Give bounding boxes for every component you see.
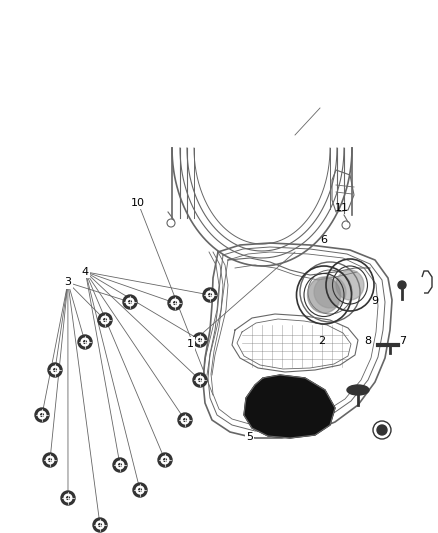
Ellipse shape (347, 385, 369, 395)
Ellipse shape (307, 277, 340, 313)
Ellipse shape (336, 270, 364, 300)
Circle shape (113, 458, 127, 472)
Circle shape (136, 486, 144, 494)
Circle shape (123, 295, 137, 309)
Circle shape (93, 518, 107, 532)
Circle shape (198, 338, 201, 342)
Circle shape (98, 313, 112, 327)
Text: 3: 3 (64, 278, 71, 287)
Circle shape (129, 301, 131, 303)
Circle shape (61, 491, 75, 505)
Circle shape (203, 288, 217, 302)
Polygon shape (244, 375, 335, 438)
Circle shape (53, 369, 57, 372)
Text: 10: 10 (131, 198, 145, 207)
Circle shape (78, 335, 92, 349)
Circle shape (133, 483, 147, 497)
Text: 6: 6 (321, 235, 328, 245)
Circle shape (181, 416, 189, 424)
Circle shape (138, 489, 141, 491)
Circle shape (171, 299, 179, 307)
Circle shape (99, 523, 102, 527)
Circle shape (398, 281, 406, 289)
Circle shape (84, 341, 86, 343)
Text: 9: 9 (371, 296, 378, 306)
Circle shape (49, 458, 51, 462)
Circle shape (104, 319, 106, 321)
Circle shape (48, 363, 62, 377)
Circle shape (116, 461, 124, 469)
Circle shape (119, 464, 121, 466)
Text: 11: 11 (335, 203, 349, 213)
Circle shape (164, 458, 166, 462)
Circle shape (206, 291, 214, 299)
Text: 8: 8 (364, 336, 371, 346)
Circle shape (208, 294, 212, 296)
Circle shape (173, 302, 177, 304)
Circle shape (193, 373, 207, 387)
Circle shape (126, 298, 134, 306)
Circle shape (161, 456, 169, 464)
Text: 5: 5 (246, 432, 253, 442)
Circle shape (158, 453, 172, 467)
Circle shape (35, 408, 49, 422)
Circle shape (168, 296, 182, 310)
Circle shape (64, 494, 72, 502)
Circle shape (184, 418, 187, 422)
Circle shape (51, 366, 59, 374)
Circle shape (178, 413, 192, 427)
Circle shape (377, 425, 387, 435)
Circle shape (43, 453, 57, 467)
Circle shape (41, 414, 43, 416)
Circle shape (198, 378, 201, 382)
Text: 7: 7 (399, 336, 406, 346)
Circle shape (196, 376, 204, 384)
Text: 1: 1 (187, 339, 194, 349)
Circle shape (193, 333, 207, 347)
Circle shape (101, 316, 109, 324)
Circle shape (46, 456, 54, 464)
Circle shape (196, 336, 204, 344)
Circle shape (96, 521, 104, 529)
Text: 4: 4 (82, 267, 89, 277)
Circle shape (81, 338, 89, 346)
Text: 2: 2 (318, 336, 325, 346)
Circle shape (67, 497, 69, 499)
Circle shape (38, 411, 46, 419)
Circle shape (314, 276, 346, 308)
